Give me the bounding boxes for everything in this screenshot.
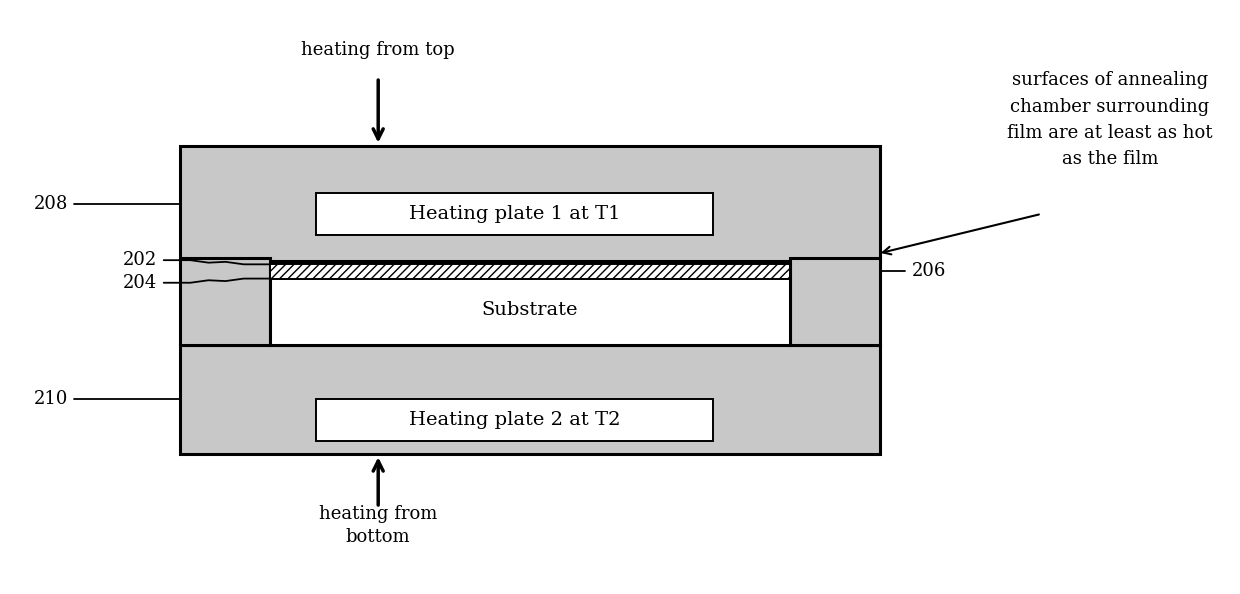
Text: 204: 204 <box>123 274 157 292</box>
Bar <box>180 345 880 454</box>
Bar <box>316 193 713 235</box>
Text: surfaces of annealing
chamber surrounding
film are at least as hot
as the film: surfaces of annealing chamber surroundin… <box>1007 71 1213 169</box>
Bar <box>180 146 880 261</box>
Text: heating from top: heating from top <box>301 42 455 59</box>
Text: 206: 206 <box>911 263 946 280</box>
Text: Heating plate 1 at T1: Heating plate 1 at T1 <box>409 205 620 223</box>
Bar <box>316 399 713 441</box>
Text: heating from
bottom: heating from bottom <box>319 505 438 546</box>
Bar <box>270 264 790 279</box>
Bar <box>790 258 880 345</box>
Text: Substrate: Substrate <box>481 301 578 319</box>
Bar <box>270 264 790 345</box>
Text: 208: 208 <box>33 195 68 213</box>
Text: 210: 210 <box>33 390 68 408</box>
Text: 202: 202 <box>123 251 157 269</box>
Bar <box>180 258 270 345</box>
Text: Heating plate 2 at T2: Heating plate 2 at T2 <box>409 411 620 429</box>
